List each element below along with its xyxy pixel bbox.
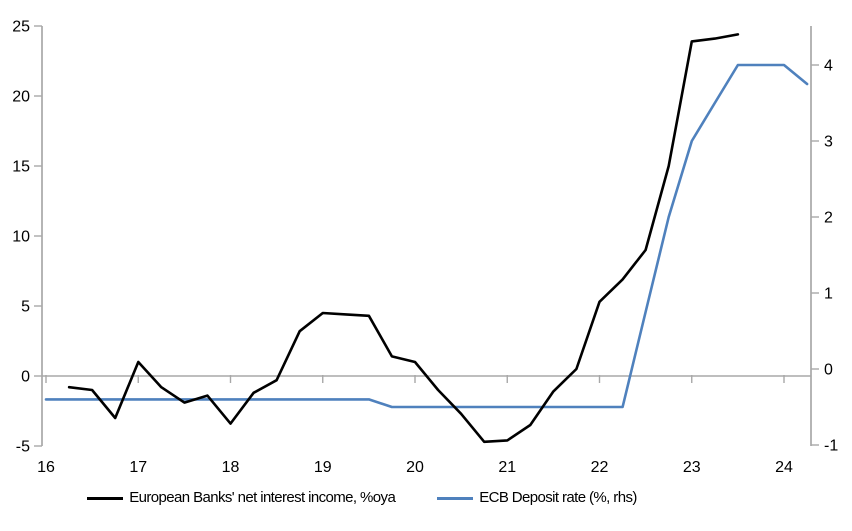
ecb-deposit-rate-line	[44, 63, 809, 409]
chart-legend: European Banks' net interest income, %oy…	[0, 488, 788, 508]
left-axis-tick-label: -5	[16, 439, 30, 456]
left-axis-tick-label: 5	[21, 299, 30, 316]
legend-label-net-interest-income: European Banks' net interest income, %oy…	[129, 489, 396, 506]
black-line-swatch-icon	[87, 496, 124, 500]
x-axis-tick-label: 17	[129, 459, 147, 476]
left-axis-tick-label: 15	[12, 159, 30, 176]
right-axis-tick-label: 2	[824, 210, 833, 227]
x-axis-tick-label: 24	[775, 459, 793, 476]
x-axis-tick-label: 19	[314, 459, 332, 476]
x-axis-tick-label: 21	[498, 459, 516, 476]
x-axis-tick-label: 18	[222, 459, 240, 476]
x-axis-tick-label: 22	[591, 459, 609, 476]
right-axis-tick-label: 3	[824, 134, 833, 151]
x-axis-tick-label: 23	[683, 459, 701, 476]
legend-label-ecb-deposit-rate: ECB Deposit rate (%, rhs)	[479, 489, 637, 506]
right-axis-tick-label: 4	[824, 58, 833, 75]
legend-item-ecb-deposit-rate: ECB Deposit rate (%, rhs)	[437, 488, 637, 508]
net-interest-income-line	[67, 33, 740, 444]
right-axis-tick-label: -1	[824, 438, 838, 455]
blue-line-swatch-icon	[437, 496, 474, 500]
left-axis-tick-label: 10	[12, 229, 30, 246]
legend-item-net-interest-income: European Banks' net interest income, %oy…	[87, 488, 396, 508]
left-axis-tick-label: 25	[12, 19, 30, 36]
left-axis-tick-label: 20	[12, 89, 30, 106]
right-axis-tick-label: 1	[824, 286, 833, 303]
left-axis-tick-label: 0	[21, 369, 30, 386]
x-axis-tick-label: 16	[37, 459, 55, 476]
x-axis-tick-label: 20	[406, 459, 424, 476]
right-axis-tick-label: 0	[824, 362, 833, 379]
